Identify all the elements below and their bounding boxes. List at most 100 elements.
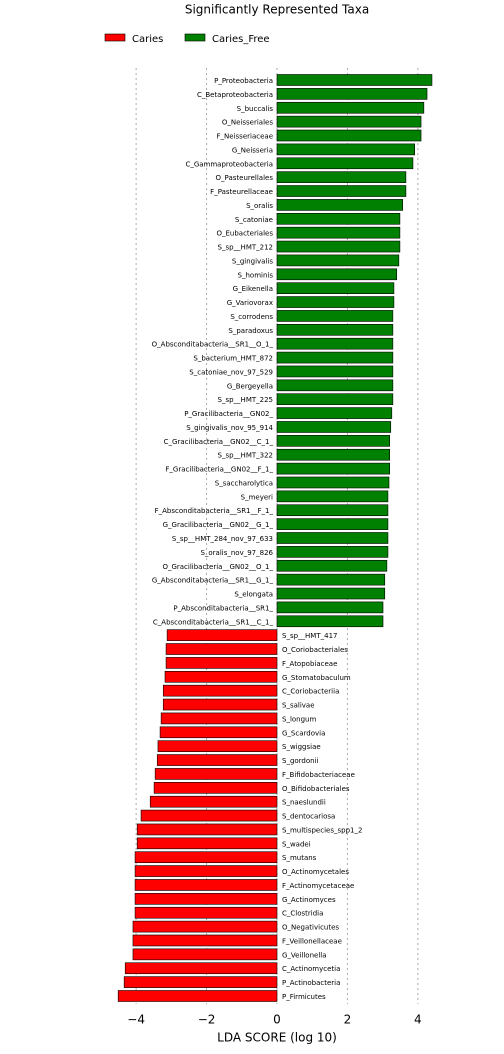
bar (276, 88, 428, 100)
category-label: C_Actinomycetia (282, 965, 340, 973)
category-label: O_Gracilibacteria__GN02__O_1_ (162, 563, 273, 571)
category-label: F_Gracilibacteria__GN02__F_1_ (165, 466, 273, 474)
category-label: G_Eikenella (233, 285, 273, 293)
category-label: S_corrodens (230, 313, 273, 321)
bar (276, 143, 415, 156)
bar (159, 726, 278, 739)
category-label: S_wadei (282, 840, 311, 848)
bar (276, 393, 394, 406)
category-label: F_Veillonellaceae (282, 937, 342, 945)
category-label: G_Neisseria (232, 146, 273, 154)
bar (276, 226, 401, 239)
category-label: F_Actinomycetaceae (282, 882, 354, 890)
category-label: S_catoniae (235, 216, 273, 224)
bar (134, 851, 278, 864)
category-label: S_sp__HMT_417 (282, 632, 337, 640)
category-label: S_buccalis (237, 105, 274, 113)
category-label: S_saccharolytica (215, 479, 273, 487)
category-label: G_Variovorax (227, 299, 273, 307)
legend-swatch (184, 33, 206, 42)
category-label: C_Absconditabacteria__SR1__C_1_ (153, 618, 274, 626)
bar (276, 101, 425, 114)
category-label: O_Pasteurellales (216, 174, 274, 182)
category-label: O_Bifidobacteriales (282, 785, 350, 793)
bar (276, 296, 395, 308)
bar (276, 185, 407, 197)
bar (276, 615, 384, 628)
category-label: S_hominis (238, 271, 274, 279)
bar (276, 240, 401, 253)
category-label: G_Actinomyces (282, 896, 336, 904)
category-label: G_Absconditabacteria__SR1__G_1_ (152, 577, 274, 585)
category-label: S_sp__HMT_225 (218, 396, 273, 404)
bar (153, 782, 278, 794)
category-label: P_Actinobacteria (282, 979, 340, 987)
category-label: S_sp__HMT_284_nov_97_633 (172, 535, 273, 543)
category-label: P_Proteobacteria (214, 77, 273, 85)
bar (276, 546, 389, 558)
category-label: S_oralis (246, 202, 273, 210)
bar (134, 879, 278, 891)
category-label: P_Firmicutes (282, 993, 326, 1001)
category-label: S_wiggsiae (282, 743, 321, 751)
category-label: C_Gammaproteobacteria (185, 160, 273, 168)
bar (140, 809, 278, 822)
bar (276, 310, 394, 322)
bar (149, 795, 278, 808)
category-label: S_naeslundii (282, 799, 326, 807)
category-label: O_Neisseriales (222, 119, 273, 127)
bar (276, 282, 395, 294)
category-label: G_Stomatobaculum (282, 674, 351, 682)
category-label: C_Clostridia (282, 910, 323, 918)
category-label: G_Bergeyella (227, 382, 273, 390)
bar (276, 573, 386, 586)
x-tick-label: 0 (273, 1013, 281, 1027)
bar (276, 115, 422, 128)
bar (276, 504, 389, 517)
bar (156, 754, 278, 766)
bar (276, 601, 384, 614)
category-label: S_gingivalis (232, 257, 273, 265)
category-label: G_Veillonella (282, 951, 327, 959)
bar (276, 518, 389, 530)
bar (276, 129, 422, 142)
bar (276, 587, 386, 600)
bar (117, 990, 278, 1002)
bar (276, 337, 394, 350)
category-label: F_Absconditabacteria__SR1__F_1_ (155, 507, 274, 515)
bar (276, 365, 394, 378)
bar (136, 837, 278, 850)
legend-label: Caries_Free (212, 34, 270, 45)
category-label: C_Betaproteobacteria (197, 91, 273, 99)
bar (166, 629, 278, 641)
category-label: S_salivae (282, 702, 315, 710)
category-label: O_Negativicutes (282, 924, 339, 932)
legend-label: Caries (132, 34, 163, 45)
bar (276, 435, 390, 447)
category-label: G_Gracilibacteria__GN02__G_1_ (163, 521, 274, 529)
bar (276, 171, 407, 183)
category-label: S_sp__HMT_322 (218, 452, 273, 460)
bar (165, 657, 278, 669)
category-label: S_paradoxus (228, 327, 273, 335)
category-label: F_Bifidobacteriaceae (282, 771, 355, 779)
bar (162, 684, 278, 697)
category-label: S_gingivalis_nov_95_914 (186, 424, 273, 432)
category-label: S_longum (282, 715, 316, 723)
bar (165, 643, 278, 655)
bar (276, 421, 392, 433)
bar (134, 865, 278, 877)
bar (134, 893, 278, 905)
category-label: S_bacterium_HMT_872 (193, 355, 273, 363)
category-label: F_Neisseriaceae (217, 133, 273, 141)
bar (136, 823, 278, 836)
x-tick-label: −2 (198, 1013, 216, 1027)
category-label: O_Coriobacteriales (282, 646, 348, 654)
chart-title: Significantly Represented Taxa (185, 3, 369, 17)
category-label: S_gordonii (282, 757, 319, 765)
bar (276, 254, 400, 267)
bar (276, 559, 388, 572)
x-tick-label: 2 (344, 1013, 352, 1027)
bar (276, 212, 401, 225)
